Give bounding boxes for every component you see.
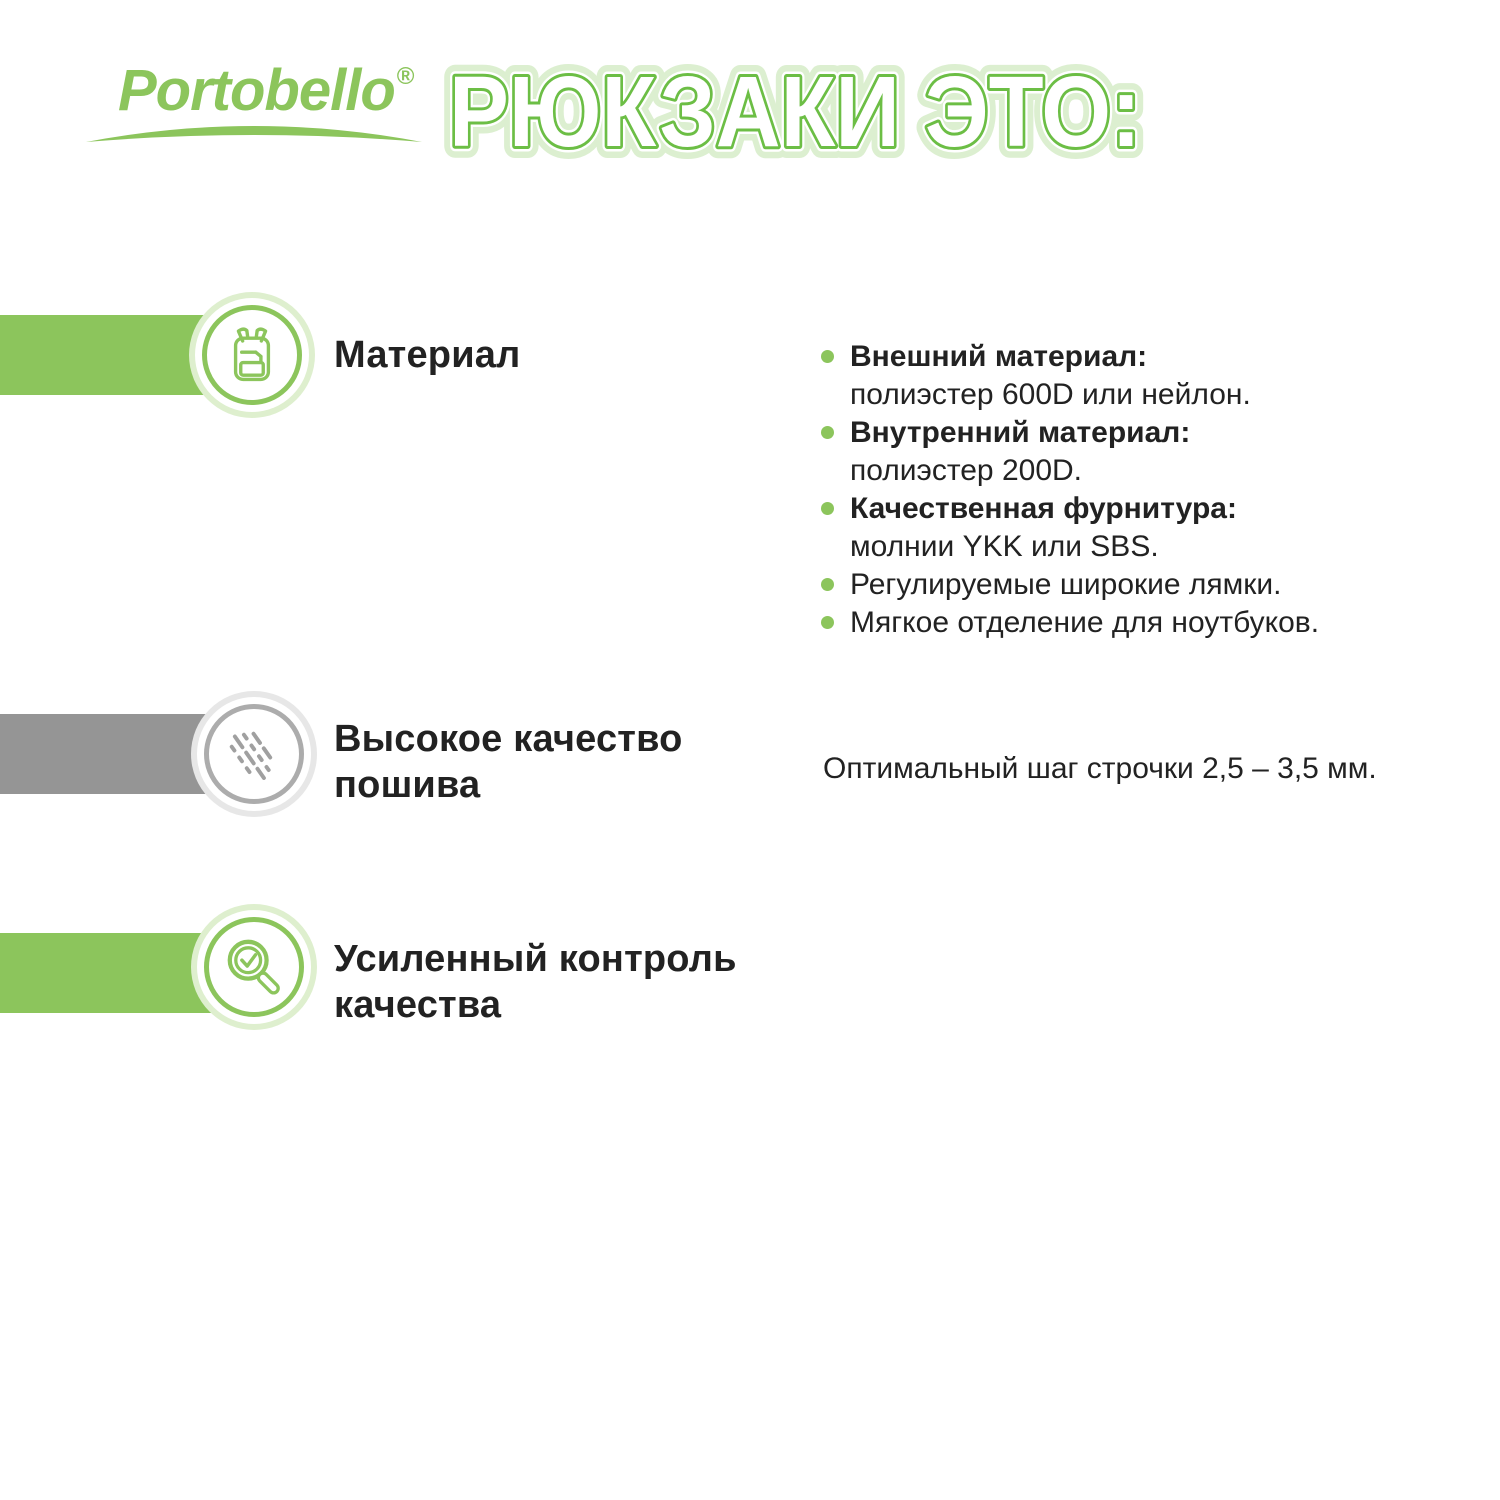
icon-badge [191,691,317,817]
accent-bar [0,315,216,395]
list-item: Качественная фурнитура: молнии YKK или SB… [821,490,1461,566]
list-item: Мягкое отделение для ноутбуков. [821,604,1461,642]
page-title: РЮКЗАКИ ЭТО: РЮКЗАКИ ЭТО: РЮКЗАКИ ЭТО: [437,44,1153,180]
accent-bar [0,714,216,794]
bullet-text: полиэстер 200D. [850,454,1083,487]
page-title-glow: РЮКЗАКИ ЭТО: [449,56,1141,168]
bullet-dot [821,578,834,591]
logo-swoosh [86,126,422,142]
list-item: Регулируемые широкие лямки. [821,566,1461,604]
bullet-text: Регулируемые широкие лямки. [850,568,1282,601]
bullet-list: Внешний материал: полиэстер 600D или нейл… [821,338,1461,642]
note-text: Оптимальный шаг строчки 2,5 – 3,5 мм. [823,752,1377,785]
bullet-text: молнии YKK или SBS. [850,530,1159,563]
bullet-label: Качественная фурнитура: [850,492,1237,525]
page-title-text: РЮКЗАКИ ЭТО: [449,56,1141,168]
brand-logo-text: Portobello [118,58,396,123]
list-item: Внешний материал: полиэстер 600D или нейл… [821,338,1461,414]
icon-circle [202,305,302,405]
page-title-gap: РЮКЗАКИ ЭТО: [449,56,1141,168]
backpack-icon [233,327,271,382]
bullet-label: Внутренний материал: [850,416,1191,449]
bullet-text: Мягкое отделение для ноутбуков. [850,606,1320,639]
brand-logo: Portobello® [86,62,438,162]
bullet-text: полиэстер 600D или нейлон. [850,378,1251,411]
bullet-dot [821,616,834,629]
icon-circle [204,704,304,804]
icon-badge [191,904,317,1030]
registered-trademark: ® [396,63,415,90]
bullet-dot [821,350,834,363]
stitching-icon [229,731,275,780]
magnifier-check-icon [227,939,280,995]
list-item: Внутренний материал: полиэстер 200D. [821,414,1461,490]
icon-circle [204,917,304,1017]
icon-badge [189,292,315,418]
section-title: Усиленный контроль качества [334,938,737,1026]
bullet-dot [821,502,834,515]
section-title: Высокое качество пошива [334,718,683,806]
accent-bar [0,933,216,1013]
bullet-dot [821,426,834,439]
section-title: Материал [334,334,521,376]
bullet-label: Внешний материал: [850,340,1148,373]
